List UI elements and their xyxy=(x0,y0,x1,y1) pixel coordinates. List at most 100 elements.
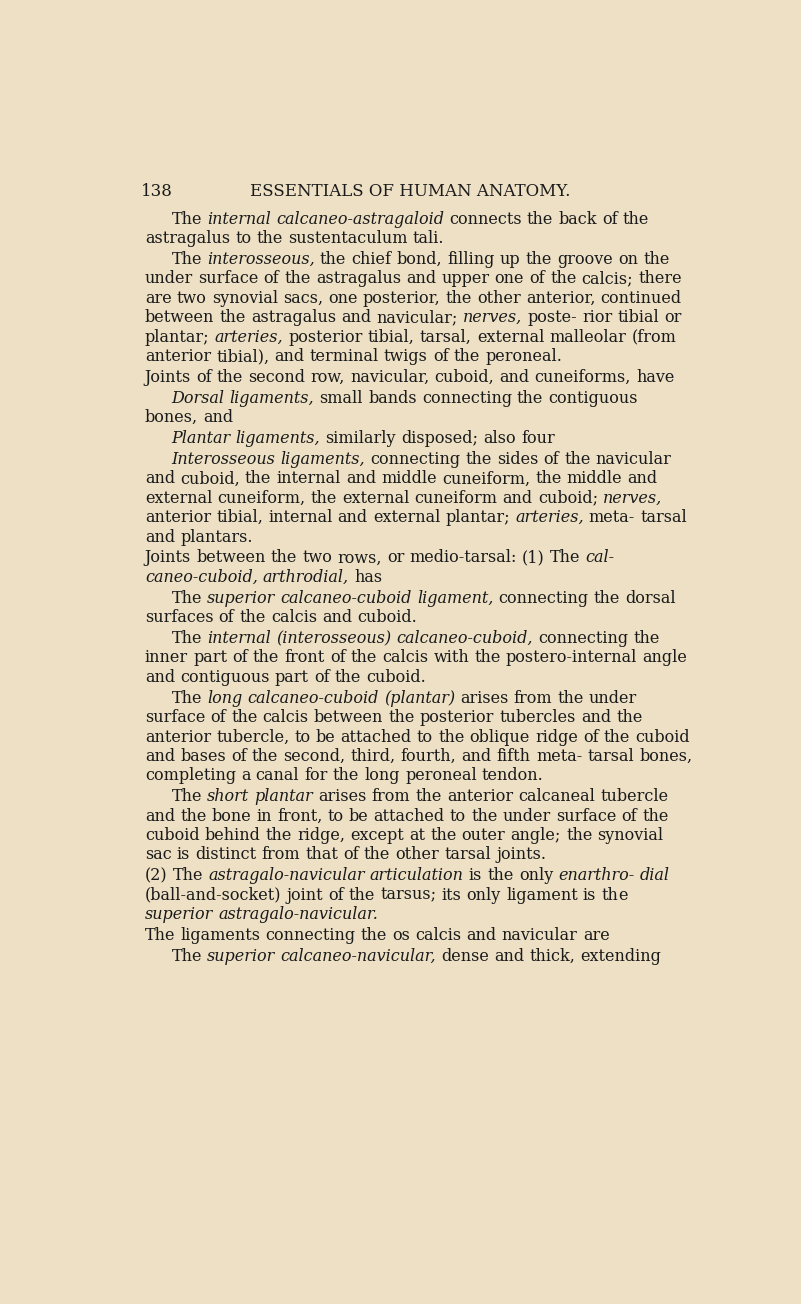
Text: under: under xyxy=(503,807,551,824)
Text: ligaments: ligaments xyxy=(180,927,260,944)
Text: similarly: similarly xyxy=(325,430,396,447)
Text: tubercle,: tubercle, xyxy=(216,729,289,746)
Text: outer: outer xyxy=(461,827,505,844)
Text: and: and xyxy=(499,369,529,386)
Text: surface: surface xyxy=(145,709,205,726)
Text: astragalo-navicular.: astragalo-navicular. xyxy=(218,906,378,923)
Text: attached: attached xyxy=(374,807,445,824)
Text: second: second xyxy=(248,369,305,386)
Text: connecting: connecting xyxy=(370,451,461,468)
Text: from: from xyxy=(261,846,300,863)
Text: the: the xyxy=(471,807,497,824)
Text: (interosseous): (interosseous) xyxy=(276,630,391,647)
Text: and: and xyxy=(145,471,175,488)
Text: to: to xyxy=(235,230,252,246)
Text: the: the xyxy=(564,451,590,468)
Text: connecting: connecting xyxy=(266,927,356,944)
Text: the: the xyxy=(351,649,377,666)
Text: medio-tarsal:: medio-tarsal: xyxy=(409,549,517,566)
Text: rior: rior xyxy=(582,309,612,326)
Text: of: of xyxy=(544,451,559,468)
Text: calcis: calcis xyxy=(263,709,308,726)
Text: peroneal.: peroneal. xyxy=(485,348,562,365)
Text: or: or xyxy=(387,549,405,566)
Text: on: on xyxy=(618,250,638,269)
Text: the: the xyxy=(453,348,480,365)
Text: up: up xyxy=(500,250,521,269)
Text: surface: surface xyxy=(556,807,617,824)
Text: oblique: oblique xyxy=(469,729,530,746)
Text: (ball-and-socket): (ball-and-socket) xyxy=(145,887,281,904)
Text: (1): (1) xyxy=(521,549,545,566)
Text: tibial,: tibial, xyxy=(368,329,415,346)
Text: anterior: anterior xyxy=(145,509,211,526)
Text: contiguous: contiguous xyxy=(549,390,638,407)
Text: with: with xyxy=(433,649,469,666)
Text: dense: dense xyxy=(441,948,489,965)
Text: the: the xyxy=(320,250,346,269)
Text: of: of xyxy=(211,709,226,726)
Text: anterior: anterior xyxy=(145,729,211,746)
Text: bones,: bones, xyxy=(145,409,198,426)
Text: sides: sides xyxy=(497,451,538,468)
Text: cuboid.: cuboid. xyxy=(366,669,426,686)
Text: row,: row, xyxy=(311,369,345,386)
Text: anterior,: anterior, xyxy=(526,289,596,306)
Text: of: of xyxy=(196,369,211,386)
Text: behind: behind xyxy=(204,827,260,844)
Text: os: os xyxy=(392,927,410,944)
Text: Dorsal: Dorsal xyxy=(171,390,224,407)
Text: tibial: tibial xyxy=(618,309,659,326)
Text: and: and xyxy=(346,471,376,488)
Text: upper: upper xyxy=(441,270,489,287)
Text: Joints: Joints xyxy=(145,369,191,386)
Text: and: and xyxy=(145,528,175,545)
Text: ridge: ridge xyxy=(535,729,578,746)
Text: two: two xyxy=(177,289,207,306)
Text: and: and xyxy=(461,748,492,765)
Text: is: is xyxy=(469,867,482,884)
Text: angle: angle xyxy=(642,649,687,666)
Text: third,: third, xyxy=(351,748,396,765)
Text: under: under xyxy=(145,270,193,287)
Text: connects: connects xyxy=(449,211,521,228)
Text: connecting: connecting xyxy=(422,390,512,407)
Text: arteries,: arteries, xyxy=(515,509,584,526)
Text: canal: canal xyxy=(256,767,300,784)
Text: only: only xyxy=(519,867,553,884)
Text: that: that xyxy=(305,846,338,863)
Text: the: the xyxy=(643,250,670,269)
Text: or: or xyxy=(664,309,682,326)
Text: of: of xyxy=(602,211,618,228)
Text: connecting: connecting xyxy=(538,630,628,647)
Text: external: external xyxy=(477,329,544,346)
Text: front: front xyxy=(284,649,324,666)
Text: cuneiform,: cuneiform, xyxy=(442,471,530,488)
Text: (from: (from xyxy=(631,329,676,346)
Text: The: The xyxy=(549,549,580,566)
Text: (2): (2) xyxy=(145,867,167,884)
Text: to: to xyxy=(295,729,311,746)
Text: thick,: thick, xyxy=(529,948,575,965)
Text: bones,: bones, xyxy=(639,748,692,765)
Text: the: the xyxy=(566,827,593,844)
Text: are: are xyxy=(145,289,171,306)
Text: plantar: plantar xyxy=(255,788,313,805)
Text: for: for xyxy=(304,767,328,784)
Text: fourth,: fourth, xyxy=(400,748,457,765)
Text: The: The xyxy=(171,250,202,269)
Text: from: from xyxy=(372,788,410,805)
Text: filling: filling xyxy=(448,250,495,269)
Text: Joints: Joints xyxy=(145,549,191,566)
Text: peroneal: peroneal xyxy=(405,767,477,784)
Text: be: be xyxy=(348,807,368,824)
Text: long: long xyxy=(207,690,243,707)
Text: poste-: poste- xyxy=(527,309,577,326)
Text: bands: bands xyxy=(368,390,417,407)
Text: four: four xyxy=(521,430,555,447)
Text: of: of xyxy=(231,748,247,765)
Text: malleolar: malleolar xyxy=(549,329,626,346)
Text: of: of xyxy=(622,807,638,824)
Text: arises: arises xyxy=(461,690,509,707)
Text: terminal: terminal xyxy=(309,348,379,365)
